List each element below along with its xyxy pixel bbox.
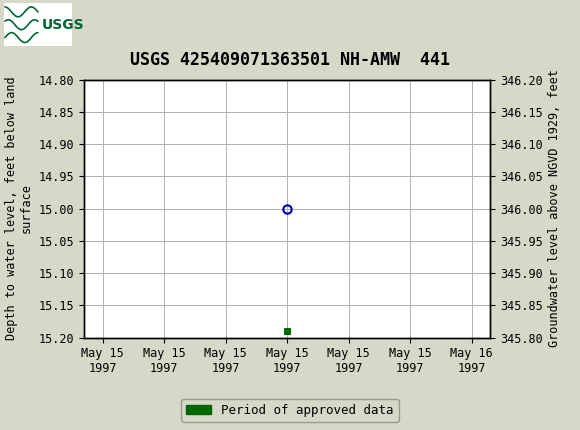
Y-axis label: Depth to water level, feet below land
surface: Depth to water level, feet below land su… <box>5 77 33 341</box>
Bar <box>4 3 72 46</box>
Legend: Period of approved data: Period of approved data <box>181 399 399 421</box>
Text: USGS 425409071363501 NH-AMW  441: USGS 425409071363501 NH-AMW 441 <box>130 51 450 69</box>
Y-axis label: Groundwater level above NGVD 1929, feet: Groundwater level above NGVD 1929, feet <box>548 70 561 347</box>
Text: USGS: USGS <box>42 18 85 32</box>
